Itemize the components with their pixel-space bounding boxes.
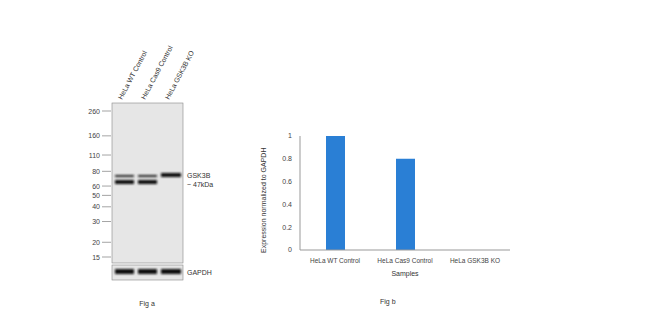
svg-text:HeLa Cas9 Control: HeLa Cas9 Control [377,257,433,264]
svg-text:20: 20 [92,239,100,246]
html-text:Fig b: Fig b [380,298,396,305]
svg-text:80: 80 [92,168,100,175]
svg-text:GSK3B: GSK3B [187,172,211,179]
svg-text:1: 1 [288,132,292,139]
svg-text:50: 50 [92,192,100,199]
svg-text:HeLa Cas9 Control: HeLa Cas9 Control [139,44,174,101]
svg-text:160: 160 [88,132,100,139]
svg-text:Samples: Samples [391,270,419,278]
svg-text:260: 260 [88,108,100,115]
svg-text:0.4: 0.4 [282,201,292,208]
svg-text:0.2: 0.2 [282,224,292,231]
svg-text:Expression normalized to GAPDH: Expression normalized to GAPDH [260,148,268,253]
svg-text:0.8: 0.8 [282,155,292,162]
svg-text:30: 30 [92,218,100,225]
svg-text:Fig a: Fig a [139,300,155,308]
svg-text:15: 15 [92,254,100,261]
svg-text:0.6: 0.6 [282,178,292,185]
svg-text:HeLa WT Control: HeLa WT Control [310,257,361,264]
svg-text:HeLa GSK3B KO: HeLa GSK3B KO [164,49,196,101]
svg-text:40: 40 [92,203,100,210]
svg-text:HeLa WT Control: HeLa WT Control [116,49,149,101]
svg-text:GAPDH: GAPDH [187,269,212,276]
svg-text:60: 60 [92,183,100,190]
svg-text:110: 110 [89,152,100,159]
svg-text:HeLa GSK3B KO: HeLa GSK3B KO [450,257,500,264]
svg-text:~ 47kDa: ~ 47kDa [187,181,213,188]
svg-text:0: 0 [288,246,292,253]
